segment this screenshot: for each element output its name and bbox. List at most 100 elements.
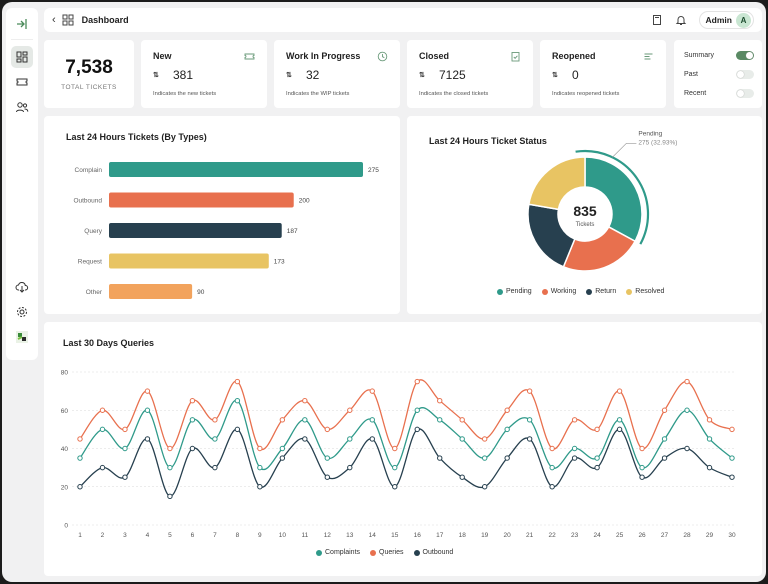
data-point[interactable]: [302, 417, 308, 423]
donut-slice[interactable]: [584, 156, 643, 243]
sidebar-item-download[interactable]: [11, 276, 33, 298]
data-point[interactable]: [481, 455, 488, 461]
bar[interactable]: [109, 223, 282, 238]
kpi-card-new[interactable]: New ⇅ 381 Indicates the new tickets: [141, 40, 267, 108]
data-point[interactable]: [167, 445, 173, 452]
data-point[interactable]: [302, 397, 308, 404]
data-point[interactable]: [414, 407, 420, 413]
data-point[interactable]: [99, 407, 106, 413]
data-point[interactable]: [369, 436, 375, 442]
data-point[interactable]: [459, 417, 465, 423]
data-point[interactable]: [549, 484, 555, 490]
data-point[interactable]: [234, 397, 241, 404]
sidebar-item-users[interactable]: [11, 96, 33, 118]
data-point[interactable]: [684, 378, 690, 385]
data-point[interactable]: [549, 445, 555, 452]
data-point[interactable]: [729, 426, 735, 433]
data-point[interactable]: [684, 407, 690, 413]
data-point[interactable]: [729, 455, 735, 461]
user-menu-button[interactable]: Admin A: [698, 11, 754, 29]
data-point[interactable]: [437, 417, 443, 423]
data-point[interactable]: [504, 407, 510, 413]
data-point[interactable]: [302, 436, 308, 442]
past-toggle[interactable]: [736, 70, 754, 79]
data-point[interactable]: [279, 417, 286, 423]
data-point[interactable]: [189, 445, 196, 452]
data-point[interactable]: [392, 484, 398, 490]
data-point[interactable]: [526, 417, 533, 423]
summary-toggle[interactable]: [736, 51, 754, 60]
data-point[interactable]: [639, 445, 645, 452]
data-point[interactable]: [616, 417, 623, 423]
legend-item[interactable]: Outbound: [413, 549, 453, 556]
bar[interactable]: [109, 253, 269, 269]
data-point[interactable]: [122, 474, 128, 480]
data-point[interactable]: [324, 455, 331, 461]
data-point[interactable]: [77, 484, 83, 490]
data-point[interactable]: [594, 464, 600, 471]
data-point[interactable]: [526, 436, 533, 442]
data-point[interactable]: [347, 407, 353, 413]
data-point[interactable]: [99, 426, 106, 433]
data-point[interactable]: [189, 397, 196, 404]
legend-item[interactable]: Working: [541, 288, 576, 295]
data-point[interactable]: [571, 417, 578, 423]
kpi-card-closed[interactable]: Closed ⇅ 7125 Indicates the closed ticke…: [407, 40, 533, 108]
data-point[interactable]: [684, 445, 690, 452]
bar[interactable]: [109, 192, 294, 208]
data-point[interactable]: [257, 445, 263, 452]
data-point[interactable]: [661, 455, 668, 461]
book-icon[interactable]: [651, 14, 663, 26]
data-point[interactable]: [144, 436, 151, 442]
data-point[interactable]: [437, 455, 443, 461]
data-point[interactable]: [571, 455, 578, 461]
collapse-sidebar-button[interactable]: [11, 13, 33, 35]
grid-icon[interactable]: [62, 14, 74, 26]
data-point[interactable]: [189, 417, 196, 423]
data-point[interactable]: [144, 388, 151, 394]
data-point[interactable]: [616, 388, 623, 394]
data-point[interactable]: [257, 464, 263, 471]
data-point[interactable]: [639, 474, 645, 480]
data-point[interactable]: [234, 426, 241, 433]
donut-slice[interactable]: [527, 156, 586, 211]
data-point[interactable]: [459, 474, 465, 480]
data-point[interactable]: [257, 484, 263, 490]
data-point[interactable]: [167, 493, 173, 500]
data-point[interactable]: [459, 436, 465, 442]
data-point[interactable]: [279, 455, 286, 461]
data-point[interactable]: [481, 484, 488, 490]
legend-item[interactable]: Pending: [497, 288, 532, 295]
legend-item[interactable]: Resolved: [626, 288, 664, 295]
data-point[interactable]: [212, 464, 218, 471]
data-point[interactable]: [481, 436, 488, 442]
data-point[interactable]: [212, 417, 218, 423]
data-point[interactable]: [414, 378, 420, 385]
kpi-card-wip[interactable]: Work In Progress ⇅ 32 Indicates the WIP …: [274, 40, 400, 108]
data-point[interactable]: [594, 455, 600, 461]
data-point[interactable]: [122, 445, 128, 452]
bar[interactable]: [109, 162, 363, 177]
data-point[interactable]: [234, 378, 241, 385]
data-point[interactable]: [347, 436, 353, 442]
data-point[interactable]: [77, 455, 83, 461]
data-point[interactable]: [639, 464, 645, 471]
data-point[interactable]: [392, 464, 398, 471]
data-point[interactable]: [661, 436, 668, 442]
data-point[interactable]: [122, 426, 128, 433]
data-point[interactable]: [414, 426, 420, 433]
back-chevron-icon[interactable]: ‹: [52, 14, 56, 26]
data-point[interactable]: [706, 436, 713, 442]
data-point[interactable]: [504, 426, 510, 433]
data-point[interactable]: [594, 426, 600, 433]
recent-toggle[interactable]: [736, 89, 754, 98]
data-point[interactable]: [616, 426, 623, 433]
data-point[interactable]: [706, 417, 713, 423]
data-point[interactable]: [729, 474, 735, 480]
legend-item[interactable]: Queries: [370, 549, 404, 556]
sidebar-item-tickets[interactable]: [11, 71, 33, 93]
legend-item[interactable]: Return: [586, 288, 616, 295]
data-point[interactable]: [661, 407, 668, 413]
data-point[interactable]: [369, 388, 375, 394]
data-point[interactable]: [369, 417, 375, 423]
